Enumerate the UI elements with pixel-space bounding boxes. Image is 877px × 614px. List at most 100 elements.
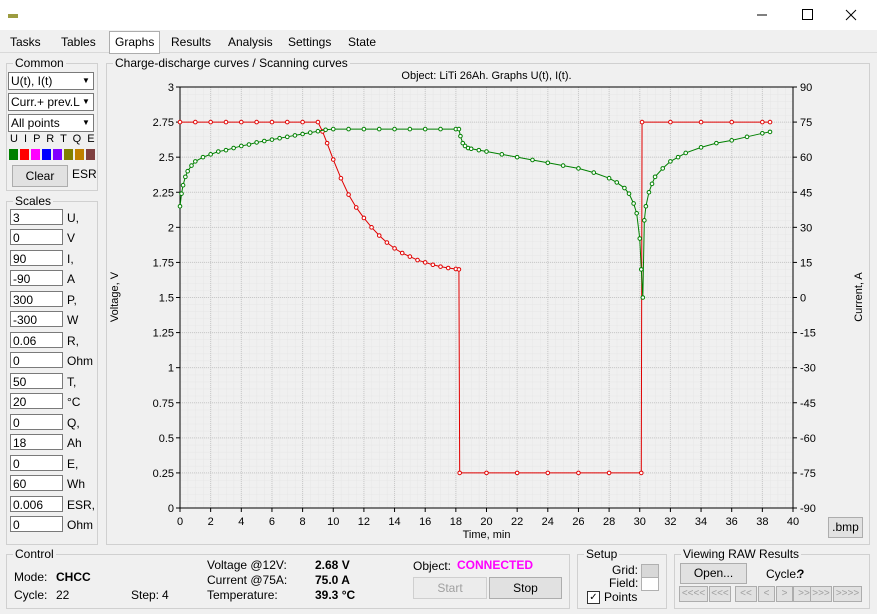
tab[interactable]: Analysis	[228, 35, 273, 49]
point	[652, 174, 658, 180]
nav-button[interactable]: <<	[735, 586, 757, 602]
point	[193, 119, 198, 125]
scale-max[interactable]: 0.006	[10, 496, 63, 512]
nav-button[interactable]: <	[758, 586, 775, 602]
open-button[interactable]: Open...	[680, 563, 747, 584]
scale-name: ESR,	[67, 498, 96, 512]
nav-button[interactable]: >>	[793, 586, 815, 602]
group-title: Setup	[584, 547, 620, 561]
tab[interactable]: Graphs	[109, 31, 161, 54]
point	[180, 182, 186, 188]
point	[277, 135, 282, 141]
tab[interactable]: State	[348, 35, 377, 49]
point	[284, 119, 290, 125]
tab[interactable]: Results	[171, 35, 212, 49]
color-swatch[interactable]	[53, 149, 62, 160]
nav-button[interactable]: <<<<	[679, 586, 708, 602]
point	[457, 470, 462, 476]
scale-max[interactable]: 3	[10, 209, 63, 225]
color-swatch[interactable]	[9, 149, 18, 160]
nav-button[interactable]: >	[776, 586, 793, 602]
point	[246, 142, 252, 147]
dropdown[interactable]: All points	[8, 114, 94, 132]
dropdown-arrow[interactable]: ▼	[82, 118, 90, 127]
dropdown[interactable]: U(t), I(t)	[8, 72, 94, 90]
grid-color[interactable]	[641, 564, 659, 578]
bmp-button[interactable]: .bmp	[828, 517, 863, 538]
color-swatch[interactable]	[31, 149, 40, 160]
field-color[interactable]	[641, 577, 659, 591]
y2-tick-label: 0	[800, 293, 806, 305]
point	[514, 154, 520, 160]
x-tick-label: 36	[726, 516, 738, 528]
start-button[interactable]: Start	[413, 577, 487, 599]
point	[261, 138, 267, 144]
value: ?	[797, 567, 805, 581]
scale-min[interactable]: -90	[10, 270, 63, 286]
color-swatch[interactable]	[42, 149, 51, 160]
point	[384, 240, 390, 245]
nav-button[interactable]: >>>>	[833, 586, 862, 602]
scale-min[interactable]: 60	[10, 475, 63, 491]
scale-max[interactable]: 0	[10, 414, 63, 430]
label: Field:	[609, 576, 639, 590]
scale-name: Q,	[67, 416, 80, 430]
point	[631, 201, 636, 206]
color-swatch[interactable]	[64, 149, 73, 160]
control-group: Control	[6, 547, 570, 609]
chart: Object: LiTi 26Ah. Graphs U(t), I(t).0 2 4…	[109, 70, 865, 541]
point	[254, 140, 259, 145]
dropdown-arrow[interactable]: ▼	[82, 97, 90, 106]
value: 22	[56, 588, 70, 602]
point	[254, 119, 259, 125]
title-icons	[8, 9, 857, 21]
tab[interactable]: Tasks	[10, 35, 41, 49]
color-swatch[interactable]	[86, 149, 95, 160]
scale-min[interactable]: 18	[10, 434, 63, 450]
scale-unit: Ohm	[67, 354, 94, 368]
scale-min[interactable]: 0	[10, 516, 63, 532]
scale-name: U,	[67, 211, 79, 225]
y2-tick-label: -75	[800, 468, 816, 480]
scale-name: T,	[67, 375, 77, 389]
point	[638, 267, 644, 272]
y2-tick-label: 90	[800, 82, 812, 94]
point	[649, 181, 655, 187]
value: CHCC	[56, 570, 91, 584]
point	[330, 126, 336, 132]
scale-min[interactable]: 20	[10, 393, 63, 409]
point	[606, 470, 612, 476]
color-swatch[interactable]	[20, 149, 29, 160]
dropdown[interactable]: Curr.+ prev.L	[8, 93, 94, 111]
clear-button[interactable]: Clear	[12, 165, 68, 187]
dropdown-arrow[interactable]: ▼	[82, 76, 90, 85]
group-title: Scales	[13, 194, 54, 208]
label: Voltage @12V:	[207, 558, 287, 572]
scale-min[interactable]: 0	[10, 352, 63, 368]
scale-min[interactable]: -300	[10, 311, 63, 327]
x-tick-label: 16	[419, 516, 431, 528]
scale-min[interactable]: 0	[10, 229, 63, 245]
scale-max[interactable]: 0	[10, 455, 63, 471]
scale-name: E,	[67, 457, 79, 471]
point	[456, 126, 462, 132]
scale-max[interactable]: 300	[10, 291, 63, 307]
stop-button[interactable]: Stop	[489, 577, 562, 599]
nav-button[interactable]: <<<	[709, 586, 731, 602]
tab[interactable]: Settings	[288, 35, 332, 49]
point	[353, 205, 359, 210]
scale-max[interactable]: 50	[10, 373, 63, 389]
nav-button[interactable]: >>>	[810, 586, 832, 602]
checkbox[interactable]: ✓	[587, 591, 600, 604]
point	[369, 225, 374, 230]
scale-max[interactable]: 90	[10, 250, 63, 266]
point	[456, 267, 462, 272]
tab[interactable]: Tables	[61, 35, 96, 49]
plot-frame	[179, 86, 794, 509]
scale-max[interactable]: 0.06	[10, 332, 63, 348]
value: 75.0 A	[315, 573, 350, 587]
point	[284, 134, 290, 140]
color-swatch[interactable]	[75, 149, 84, 160]
point	[183, 174, 188, 180]
point	[223, 147, 229, 153]
